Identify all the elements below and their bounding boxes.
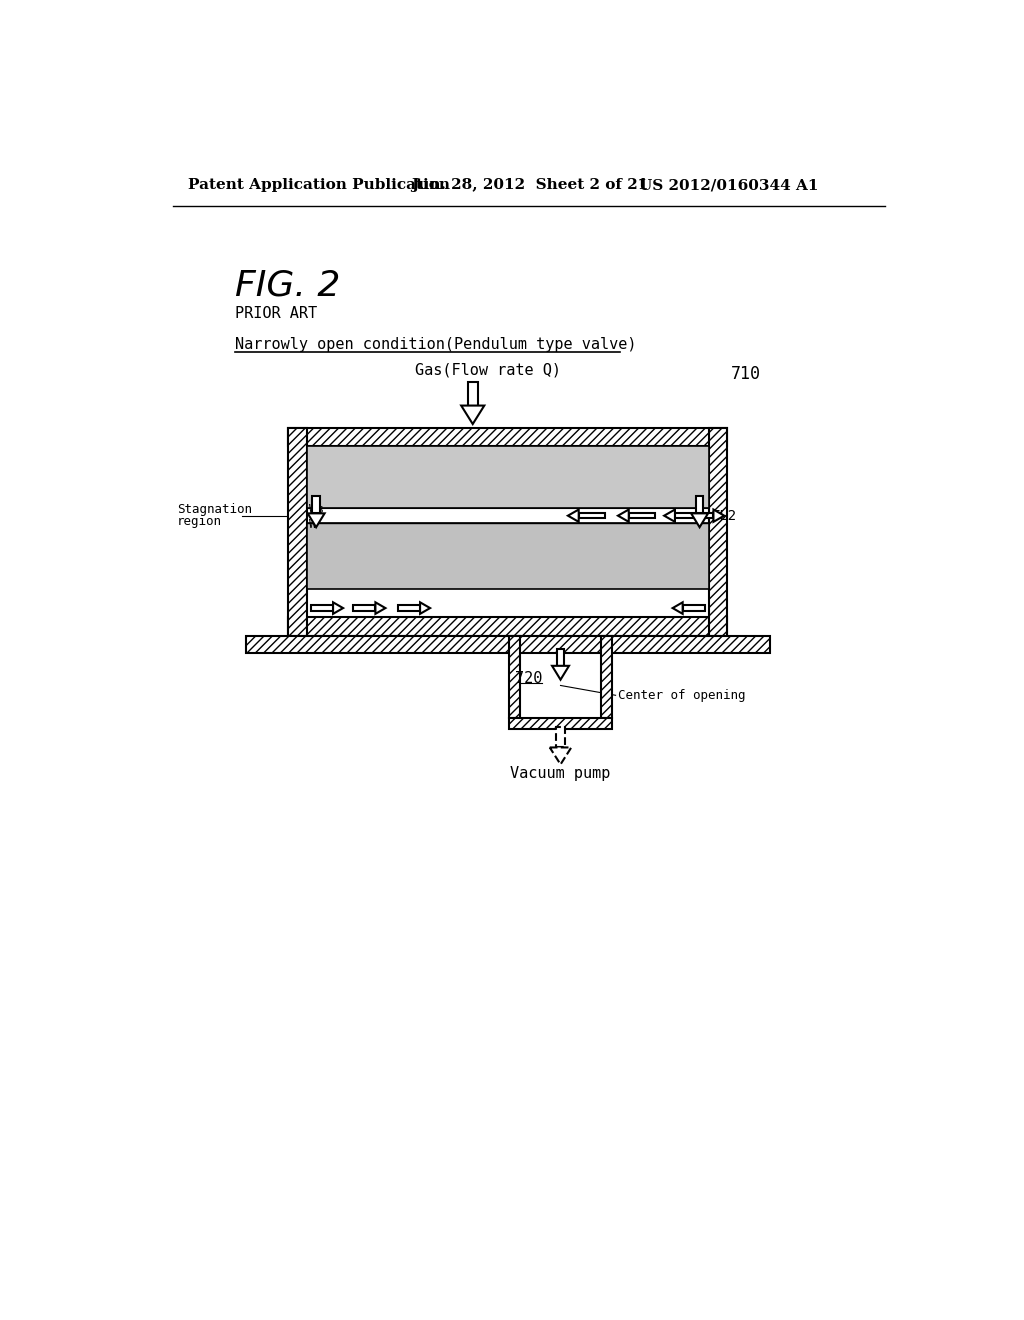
Bar bbox=[307, 524, 709, 589]
Bar bbox=[310, 606, 333, 611]
Bar bbox=[468, 381, 478, 405]
Bar bbox=[601, 636, 611, 718]
Text: FIG. 2: FIG. 2 bbox=[234, 268, 340, 302]
Polygon shape bbox=[461, 405, 484, 424]
Bar bbox=[312, 496, 319, 513]
Bar bbox=[520, 653, 601, 718]
Bar bbox=[397, 606, 420, 611]
Text: 710: 710 bbox=[731, 366, 761, 383]
Polygon shape bbox=[691, 513, 708, 527]
Bar bbox=[509, 718, 611, 729]
Polygon shape bbox=[333, 602, 343, 614]
Text: Patent Application Publication: Patent Application Publication bbox=[188, 178, 451, 193]
Polygon shape bbox=[552, 665, 569, 680]
Text: Stagnation: Stagnation bbox=[177, 503, 252, 516]
Bar bbox=[683, 606, 705, 611]
Text: Center of opening: Center of opening bbox=[617, 689, 745, 702]
Bar bbox=[509, 636, 520, 718]
Bar bbox=[579, 513, 605, 519]
Polygon shape bbox=[673, 602, 683, 614]
Bar bbox=[695, 496, 703, 513]
Text: Jun. 28, 2012  Sheet 2 of 21: Jun. 28, 2012 Sheet 2 of 21 bbox=[412, 178, 649, 193]
Polygon shape bbox=[568, 510, 579, 521]
Polygon shape bbox=[307, 513, 325, 527]
Bar bbox=[307, 446, 709, 508]
Text: Vacuum pump: Vacuum pump bbox=[510, 766, 610, 781]
Bar bbox=[246, 636, 770, 653]
Bar bbox=[709, 428, 727, 636]
Text: Ws: Ws bbox=[309, 503, 325, 516]
Polygon shape bbox=[714, 510, 724, 521]
Bar bbox=[289, 428, 307, 636]
Text: Narrowly open condition(Pendulum type valve): Narrowly open condition(Pendulum type va… bbox=[234, 337, 636, 352]
Bar bbox=[289, 428, 727, 446]
Text: FL2: FL2 bbox=[711, 508, 736, 523]
Text: US 2012/0160344 A1: US 2012/0160344 A1 bbox=[639, 178, 818, 193]
Polygon shape bbox=[376, 602, 385, 614]
Bar bbox=[697, 513, 714, 519]
Polygon shape bbox=[617, 510, 629, 521]
Polygon shape bbox=[420, 602, 430, 614]
Polygon shape bbox=[665, 510, 675, 521]
Text: W: W bbox=[309, 519, 316, 532]
Bar bbox=[675, 513, 701, 519]
Polygon shape bbox=[550, 747, 571, 764]
Text: region: region bbox=[177, 515, 222, 528]
Bar bbox=[629, 513, 655, 519]
Bar bbox=[353, 606, 376, 611]
Bar bbox=[557, 649, 564, 665]
Bar bbox=[289, 618, 727, 636]
Bar bbox=[556, 727, 565, 747]
Text: 720: 720 bbox=[515, 672, 543, 686]
Text: PRIOR ART: PRIOR ART bbox=[234, 306, 316, 322]
Bar bbox=[307, 446, 709, 618]
Text: Gas(Flow rate Q): Gas(Flow rate Q) bbox=[415, 363, 561, 378]
